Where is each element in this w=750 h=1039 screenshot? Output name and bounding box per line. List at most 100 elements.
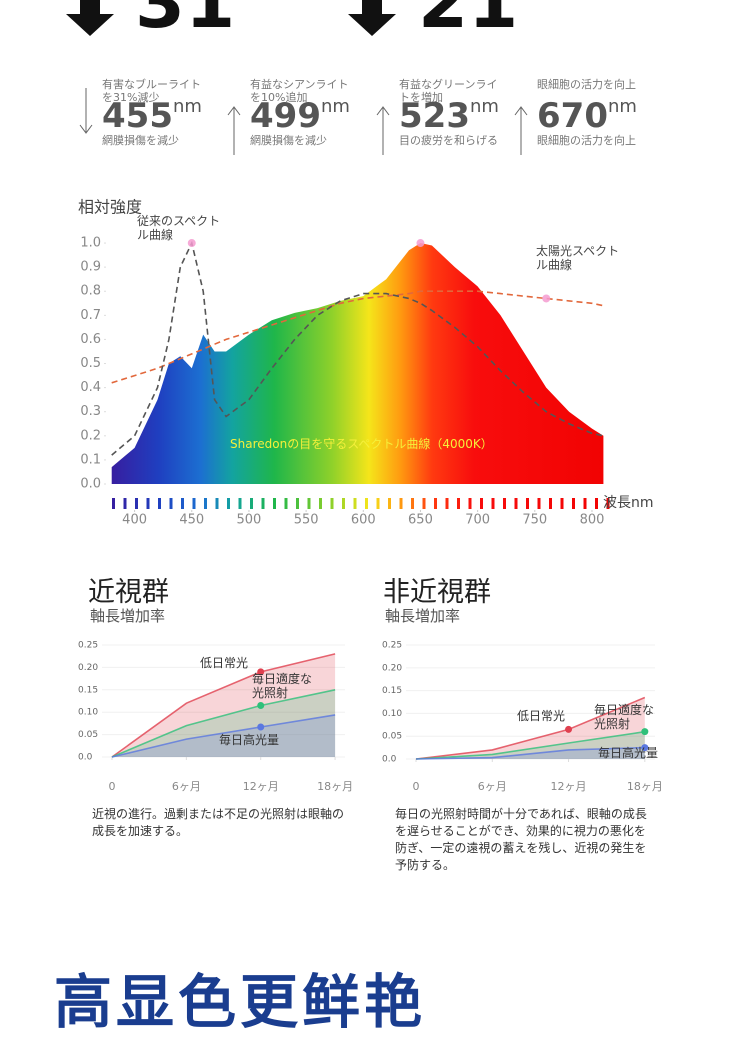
chart-title: 近視群 [88, 577, 169, 608]
value: 499 [250, 96, 321, 136]
wavelength-value: 499nm [250, 96, 350, 136]
value: 455 [102, 96, 173, 136]
y-tick-label: 0.05 [382, 732, 402, 742]
wavelength-scale [273, 498, 276, 509]
series-line [415, 696, 646, 760]
wavelength-scale [411, 498, 414, 509]
series-line [415, 730, 645, 760]
wavelength-scale [146, 498, 150, 509]
wavelength-scale [319, 498, 322, 509]
chart-subtitle: 軸長増加率 [385, 607, 461, 625]
series-area [112, 714, 336, 757]
y-tick-label: 0.4 [80, 380, 101, 395]
wavelength-scale [365, 498, 368, 509]
y-tick-label: 0.5 [80, 356, 101, 371]
wavelength-scale [537, 498, 541, 509]
wavelength-scale [215, 498, 219, 509]
y-tick-label: 0.15 [382, 686, 402, 696]
series-label: 毎日適度な光照射 [252, 672, 313, 700]
wavelength-scale [399, 498, 403, 509]
down-arrow [66, 0, 114, 36]
data-point [257, 701, 265, 709]
caption: 毎日の光照射時間が十分であれば、眼軸の成長を遅らせることができ、効果的に視力の悪… [395, 807, 647, 872]
spectrum-area [111, 243, 604, 484]
x-tick-label: 400 [122, 513, 147, 528]
arrow-head [227, 106, 241, 116]
wavelength-value: 670nm [537, 96, 637, 136]
x-tick-label: 18ヶ月 [317, 780, 353, 793]
y-tick-label: 0.10 [382, 709, 402, 719]
chart-subtitle: 軸長増加率 [90, 607, 166, 625]
wavelength-scale [342, 498, 345, 509]
series-line [111, 653, 336, 758]
wavelength-scale [204, 498, 207, 509]
y-tick-label: 0.9 [80, 260, 101, 275]
y-tick-label: 0.10 [78, 708, 98, 718]
wavelength-scale [491, 498, 495, 509]
peak-marker [542, 294, 551, 303]
unit: nm [469, 96, 499, 117]
x-tick-label: 0 [109, 780, 116, 793]
wavelength-scale [307, 498, 311, 509]
y-tick-label: 0.20 [78, 663, 98, 673]
chart-title: 非近視群 [383, 577, 491, 608]
y-tick-label: 0.15 [78, 685, 98, 695]
wavelength-scale [526, 498, 529, 509]
x-tick-label: 800 [580, 513, 605, 528]
data-point [565, 725, 573, 733]
y-tick-label: 0.7 [80, 308, 101, 323]
wavelength-scale [422, 498, 426, 509]
y-tick-label: 0.8 [80, 284, 101, 299]
wavelength-scale [572, 498, 575, 509]
wavelength-scale [583, 498, 587, 509]
x-tick-label: 550 [294, 513, 319, 528]
wavelength-note: 有害なブルーライトを31%減少 [102, 78, 201, 104]
series-area [112, 689, 336, 757]
wavelength-scale [123, 498, 127, 509]
peak-marker [416, 239, 425, 248]
wavelength-effect: 眼細胞の活力を向上 [537, 134, 636, 147]
wavelength-scale [480, 498, 483, 509]
wavelength-value: 523nm [399, 96, 499, 136]
y-tick-label: 0.2 [80, 428, 101, 443]
y-tick-label: 0.6 [80, 332, 101, 347]
wavelength-note: 有益なシアンライトを10%追加 [250, 78, 349, 104]
y-tick-label: 0.05 [78, 730, 98, 740]
x-tick-label: 18ヶ月 [627, 780, 663, 793]
x-axis-label: 波長nm [603, 495, 654, 511]
wavelength-scale [376, 498, 380, 509]
down-arrow [348, 0, 396, 36]
wavelength-scale [388, 498, 391, 509]
spectrum-line [111, 290, 604, 384]
x-tick-label: 700 [465, 513, 490, 528]
y-tick-label: 1.0 [80, 236, 101, 251]
value: 523 [399, 96, 470, 136]
wavelength-scale [192, 498, 196, 509]
wavelength-scale [238, 498, 242, 509]
wavelength-scale [296, 498, 299, 509]
x-tick-label: 750 [522, 513, 547, 528]
x-tick-label: 6ヶ月 [172, 780, 201, 793]
x-tick-label: 450 [179, 513, 204, 528]
series-label: 従来のスペクトル曲線 [137, 214, 221, 242]
arrow-head [376, 106, 390, 116]
wavelength-scale [468, 498, 472, 509]
wavelength-effect: 網膜損傷を減少 [250, 134, 327, 147]
wavelength-effect: 目の疲労を和らげる [399, 134, 498, 147]
x-tick-label: 6ヶ月 [478, 780, 507, 793]
wavelength-scale [560, 498, 564, 509]
wavelength-scale [595, 498, 598, 509]
x-tick-label: 500 [237, 513, 262, 528]
wavelength-scale [549, 498, 552, 509]
series-label: 毎日高光量 [219, 733, 280, 747]
wavelength-scale [353, 498, 357, 509]
wavelength-scale [514, 498, 518, 509]
wavelength-scale [330, 498, 334, 509]
value: 670 [537, 96, 608, 136]
wavelength-scale [250, 498, 253, 509]
peak-marker [187, 239, 196, 248]
wavelength-value: 455nm [102, 96, 202, 136]
x-tick-label: 0 [413, 780, 420, 793]
y-tick-label: 0.3 [80, 404, 101, 419]
data-point [257, 723, 265, 731]
